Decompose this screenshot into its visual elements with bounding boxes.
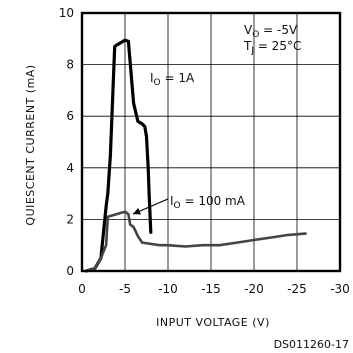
series-layer — [84, 38, 307, 273]
y-tick-label: 10 — [59, 6, 74, 20]
condition-tj: TJ = 25°C — [243, 39, 301, 56]
series-label-100ma: IO = 100 mA — [170, 194, 246, 211]
x-tick-label: -30 — [330, 282, 350, 296]
plot-frame — [80, 11, 342, 273]
series-line-1a — [84, 38, 153, 273]
conditions: VO = -5V TJ = 25°C — [243, 23, 301, 56]
y-tick-label: 0 — [66, 264, 74, 278]
y-tick-label: 2 — [66, 212, 74, 226]
y-tick-label: 4 — [66, 161, 74, 175]
x-tick-label: -25 — [287, 282, 307, 296]
series-label-100ma-leader — [132, 198, 169, 215]
grid — [82, 13, 340, 271]
series-label-1a: IO = 1A — [150, 71, 195, 88]
x-tick-labels: 0 -5 -10 -15 -20 -25 -30 — [78, 282, 350, 296]
x-tick-label: -20 — [244, 282, 264, 296]
x-tick-label: -15 — [201, 282, 221, 296]
x-tick-label: -10 — [158, 282, 178, 296]
y-tick-labels: 0 2 4 6 8 10 — [59, 6, 74, 278]
figure-code: DS011260-17 — [274, 338, 349, 351]
series-line-100ma — [85, 210, 307, 273]
y-tick-label: 6 — [66, 109, 74, 123]
x-tick-label: -5 — [119, 282, 131, 296]
x-axis-title: INPUT VOLTAGE (V) — [156, 316, 270, 329]
y-tick-label: 8 — [66, 58, 74, 72]
x-tick-label: 0 — [78, 282, 86, 296]
condition-vo: VO = -5V — [244, 23, 298, 40]
y-axis-title: QUIESCENT CURRENT (mA) — [24, 64, 37, 225]
